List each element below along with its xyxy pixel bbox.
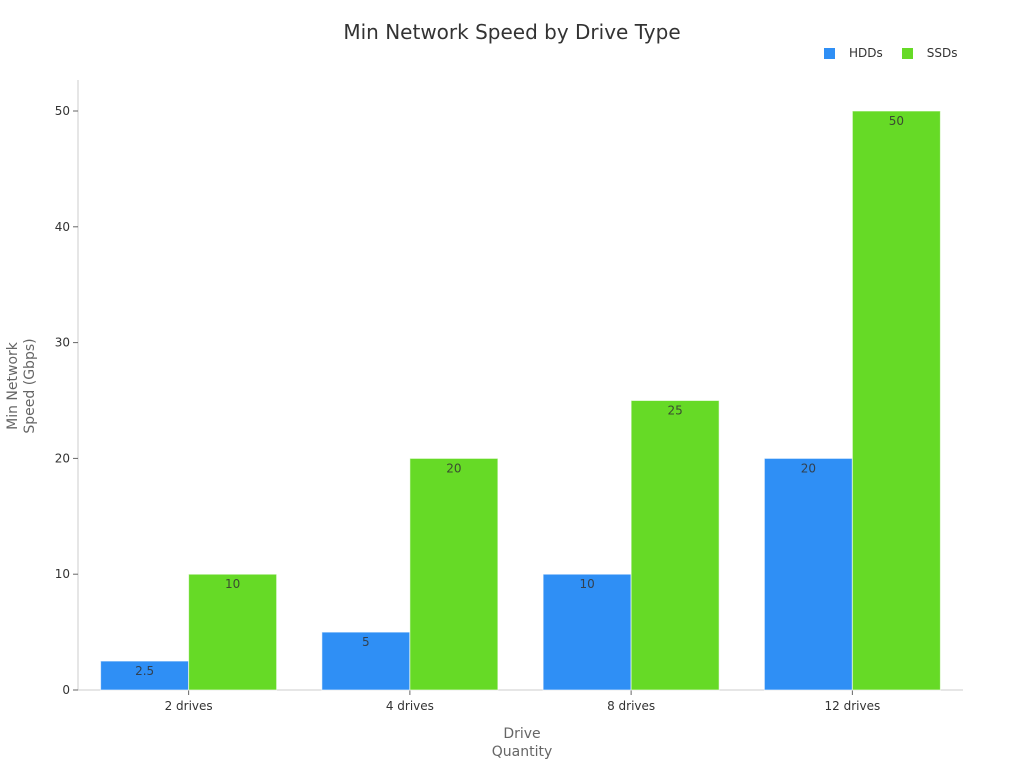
x-axis-label: Drive Quantity [492,725,553,761]
bar-value-label: 5 [362,635,370,649]
bar-value-label: 2.5 [135,664,154,678]
bar-ssds[interactable] [188,573,278,691]
x-tick-label: 2 drives [165,699,213,713]
bar-value-label: 10 [225,577,240,591]
x-tick-label: 8 drives [607,699,655,713]
legend-label-ssds: SSDs [926,46,958,60]
bar-hdds[interactable] [542,573,632,691]
bar-hdds[interactable] [100,660,190,691]
y-tick-label: 50 [55,104,70,118]
legend-swatch-hdds [824,47,835,59]
legend-item-ssds[interactable]: SSDs [901,46,958,60]
y-tick-label: 30 [55,336,70,350]
y-axis: 0 10 20 30 40 50 [55,80,79,697]
bar-value-label: 50 [889,114,904,128]
bar-value-label: 20 [446,461,461,475]
bar-ssds[interactable] [409,457,499,691]
bar-hdds[interactable] [763,457,853,691]
legend-label-hdds: HDDs [849,46,883,60]
bar-value-label: 25 [667,404,682,418]
bars: 2.5 10 5 20 10 25 20 50 [100,110,941,691]
chart-legend: HDDs SSDs [824,46,977,60]
x-axis-label-line2: Quantity [491,744,553,760]
x-tick-label: 4 drives [386,699,434,713]
y-tick-label: 0 [62,683,70,697]
bar-value-label: 20 [801,461,816,475]
bar-ssds[interactable] [851,110,941,691]
bar-value-label: 10 [579,577,594,591]
x-axis-label-line1: Drive [503,726,541,742]
x-tick-label: 12 drives [825,699,881,713]
chart-title: Min Network Speed by Drive Type [343,20,681,44]
bar-hdds[interactable] [321,631,411,691]
legend-item-hdds[interactable]: HDDs [824,46,883,60]
legend-swatch-ssds [901,47,913,59]
y-tick-label: 40 [55,220,70,234]
x-axis: 2 drives 4 drives 8 drives 12 drives [78,689,963,713]
bar-ssds[interactable] [630,400,720,691]
y-tick-label: 20 [55,451,70,465]
y-tick-label: 10 [55,567,70,581]
